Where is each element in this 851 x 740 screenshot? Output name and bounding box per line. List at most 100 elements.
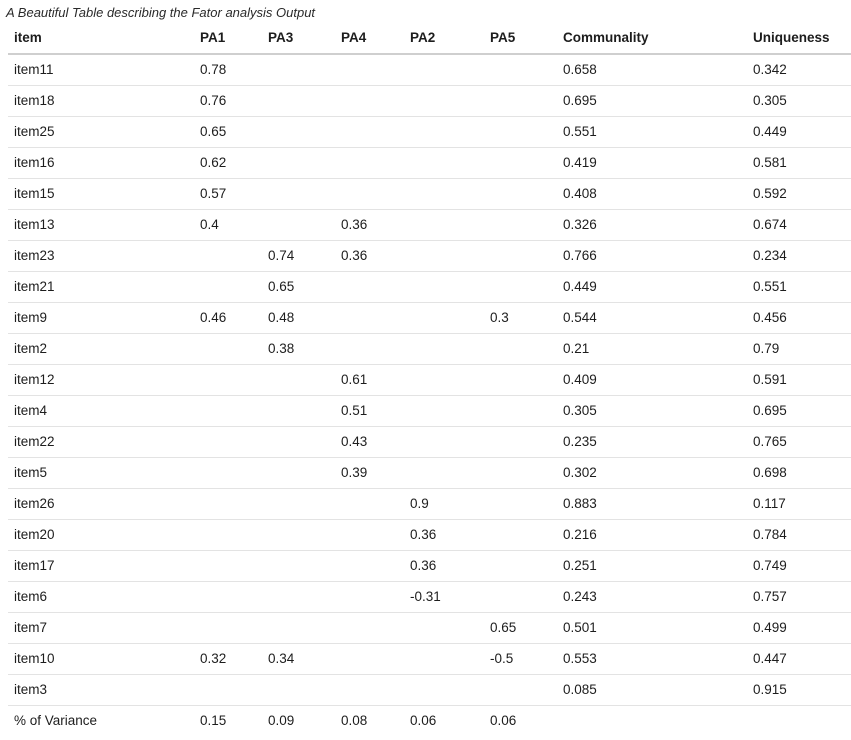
value-cell: 0.78 (194, 54, 262, 86)
factor-analysis-table: item PA1 PA3 PA4 PA2 PA5 Communality Uniqueness… (8, 26, 851, 736)
row-label-cell: item9 (8, 302, 194, 334)
value-cell (194, 271, 262, 303)
value-cell (262, 85, 335, 117)
value-cell: 0.553 (557, 643, 747, 675)
value-cell (262, 426, 335, 458)
value-cell: 0.9 (404, 488, 484, 520)
table-row: item20 0.36 0.216 0.784 (8, 519, 851, 551)
value-cell: 0.695 (747, 395, 851, 427)
value-cell: 0.08 (341, 713, 368, 728)
value-cell: 0.749 (747, 550, 851, 582)
value-cell (484, 519, 557, 551)
value-cell (484, 457, 557, 489)
value-cell: 0.501 (557, 612, 747, 644)
value-cell: 0.09 (268, 713, 295, 728)
value-cell (194, 333, 262, 365)
value-cell (335, 519, 404, 551)
value-cell (404, 333, 484, 365)
value-cell (484, 54, 557, 86)
value-cell: 0.342 (747, 54, 851, 86)
row-label-cell: item4 (8, 395, 194, 427)
table-row: item15 0.57 0.408 0.592 (8, 178, 851, 210)
column-header-pa3: PA3 (262, 26, 335, 55)
value-cell (194, 581, 262, 613)
value-cell: 0.38 (262, 333, 335, 365)
value-cell: 0.76 (194, 85, 262, 117)
value-cell: 0.784 (747, 519, 851, 551)
table-row: item7 0.65 0.501 0.499 (8, 612, 851, 644)
row-label-cell: item5 (8, 457, 194, 489)
value-cell (747, 706, 851, 737)
value-cell (262, 612, 335, 644)
value-cell (262, 395, 335, 427)
value-cell: 0.65 (484, 612, 557, 644)
value-cell: 0.915 (747, 674, 851, 706)
value-cell (335, 643, 404, 675)
row-label-cell: item2 (8, 333, 194, 365)
value-cell (335, 488, 404, 520)
value-cell (262, 550, 335, 582)
table-row: item11 0.78 0.658 0.342 (8, 54, 851, 86)
row-label-cell: item18 (8, 85, 194, 117)
value-cell (262, 581, 335, 613)
value-cell (262, 178, 335, 210)
value-cell: 0.234 (747, 240, 851, 272)
table-title: A Beautiful Table describing the Fator a… (6, 5, 316, 20)
value-cell: 0.43 (335, 426, 404, 458)
value-cell: 0.243 (557, 581, 747, 613)
column-header-pa4: PA4 (335, 26, 404, 55)
table-row: item23 0.74 0.36 0.766 0.234 (8, 240, 851, 272)
value-cell (194, 612, 262, 644)
value-cell: 0.216 (557, 519, 747, 551)
value-cell: 0.757 (747, 581, 851, 613)
value-cell (404, 612, 484, 644)
value-cell (262, 488, 335, 520)
value-cell: 0.449 (557, 271, 747, 303)
value-cell (194, 519, 262, 551)
value-cell (194, 364, 262, 396)
table-row: item12 0.61 0.409 0.591 (8, 364, 851, 396)
value-cell (404, 302, 484, 334)
value-cell: 0.65 (262, 271, 335, 303)
row-label-cell: item11 (8, 54, 194, 86)
value-cell (335, 302, 404, 334)
value-cell (484, 85, 557, 117)
column-header-communality: Communality (557, 26, 747, 55)
value-cell (262, 209, 335, 241)
value-cell: 0.326 (557, 209, 747, 241)
value-cell: 0.34 (262, 643, 335, 675)
value-cell: 0.085 (557, 674, 747, 706)
value-cell: 0.36 (335, 240, 404, 272)
value-cell: 0.15 (200, 713, 227, 728)
value-cell (194, 488, 262, 520)
value-cell (484, 364, 557, 396)
value-cell: 0.698 (747, 457, 851, 489)
value-cell: 0.79 (747, 333, 851, 365)
value-cell: 0.456 (747, 302, 851, 334)
value-cell (484, 209, 557, 241)
value-cell: 0.57 (194, 178, 262, 210)
value-cell (335, 612, 404, 644)
row-label-cell: item20 (8, 519, 194, 551)
value-cell: 0.766 (557, 240, 747, 272)
value-cell (404, 147, 484, 179)
value-cell: 0.419 (557, 147, 747, 179)
table-row: item5 0.39 0.302 0.698 (8, 457, 851, 489)
value-cell: 0.4 (194, 209, 262, 241)
row-label-cell: item10 (8, 643, 194, 675)
value-cell (404, 674, 484, 706)
value-cell: 0.48 (262, 302, 335, 334)
row-label-cell: item16 (8, 147, 194, 179)
row-label-cell: item22 (8, 426, 194, 458)
value-cell (335, 54, 404, 86)
value-cell (335, 333, 404, 365)
value-cell (194, 550, 262, 582)
value-cell (404, 271, 484, 303)
value-cell (404, 85, 484, 117)
table-row: item3 0.085 0.915 (8, 674, 851, 706)
value-cell: 0.36 (335, 209, 404, 241)
table-row: % of Variance 0.15 0.09 0.08 0.06 0.06 (8, 706, 851, 737)
row-label-cell: % of Variance (14, 713, 98, 728)
value-cell (404, 54, 484, 86)
